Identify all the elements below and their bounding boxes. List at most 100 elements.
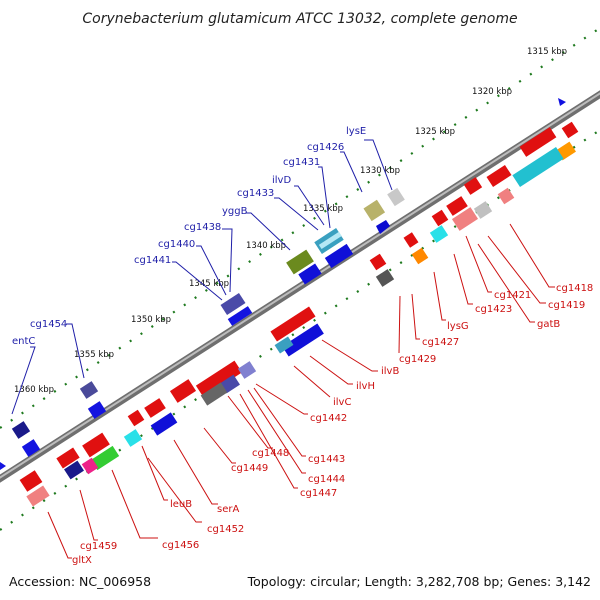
gene-arrow (270, 306, 316, 342)
gene-arrow (561, 121, 579, 139)
gene-box (363, 199, 386, 222)
tick-label: 1355 kbp (74, 350, 114, 360)
accession-text: Accession: NC_006958 (9, 574, 151, 589)
gene-box (497, 187, 515, 205)
gene-label: cg1449 (231, 463, 268, 474)
gene-arrow (56, 447, 80, 469)
gene-label: leuB (170, 499, 192, 510)
gene-label: cg1429 (399, 354, 436, 365)
gene-label: cg1431 (283, 157, 320, 168)
gene-label: cg1421 (494, 290, 531, 301)
gene-box (375, 269, 395, 287)
gene-label: cg1456 (162, 540, 199, 551)
tick-label: 1320 kbp (472, 87, 512, 97)
tick-label: 1350 kbp (131, 315, 171, 325)
gene-label: cg1447 (300, 488, 337, 499)
gene-box (26, 485, 50, 507)
gene-label: serA (217, 504, 239, 515)
tick-label: 1325 kbp (415, 127, 455, 137)
gene-label: cg1459 (80, 541, 117, 552)
gene-box (512, 146, 564, 188)
gene-box (90, 445, 120, 471)
tick-label: 1345 kbp (189, 279, 229, 289)
gene-arrow (369, 253, 387, 271)
tick-labels: 1315 kbp 1320 kbp 1325 kbp 1330 kbp 1335… (14, 47, 567, 395)
gene-arrow (0, 462, 6, 470)
gene-box (64, 460, 84, 480)
gene-box (220, 374, 240, 394)
tick-label: 1360 kbp (14, 385, 54, 395)
gene-label: ilvD (272, 175, 291, 186)
gene-label: entC (12, 336, 35, 347)
gene-label: cg1426 (307, 142, 344, 153)
gene-arrow (431, 209, 449, 227)
reverse-genes (19, 121, 579, 507)
genome-backbone (0, 90, 600, 483)
gene-box (81, 457, 99, 475)
gene-label: cg1452 (207, 524, 244, 535)
tick-label: 1340 kbp (246, 241, 286, 251)
gene-label: cg1427 (422, 337, 459, 348)
gene-label: cg1448 (252, 448, 289, 459)
gene-label: cg1454 (30, 319, 67, 330)
gene-label: cg1443 (308, 454, 345, 465)
gene-arrow (82, 432, 110, 458)
gene-label: gltX (72, 555, 92, 566)
gene-label: cg1438 (184, 222, 221, 233)
gene-arrow (127, 409, 145, 427)
gene-arrow (519, 127, 557, 157)
gene-box (282, 323, 324, 357)
gene-box (150, 412, 178, 436)
gene-label: cg1423 (475, 304, 512, 315)
forward-genes (0, 98, 566, 470)
gene-arrow (169, 379, 197, 403)
gene-arrow (486, 164, 512, 188)
gene-arrow (87, 401, 107, 419)
gene-arrow (324, 243, 354, 269)
gene-box (220, 292, 246, 316)
gene-box (79, 381, 99, 399)
gene-box (473, 201, 493, 219)
gene-arrow (558, 98, 566, 106)
tick-label: 1315 kbp (527, 47, 567, 57)
gene-label: ilvC (333, 397, 351, 408)
gene-arrow (195, 360, 243, 398)
gene-label: cg1441 (134, 255, 171, 266)
map-title: Corynebacterium glutamicum ATCC 13032, c… (82, 11, 517, 27)
gene-label: cg1440 (158, 239, 195, 250)
gene-label: yggB (222, 206, 248, 217)
gene-label: cg1444 (308, 474, 345, 485)
gene-label: cg1419 (548, 300, 585, 311)
gene-arrow (144, 398, 166, 418)
gene-label: cg1433 (237, 188, 274, 199)
gene-label: lysE (346, 126, 366, 137)
gene-box (387, 187, 405, 207)
gene-label: ilvB (381, 366, 399, 377)
gene-box (200, 382, 228, 406)
gene-arrow (376, 220, 390, 234)
gene-box (274, 336, 294, 354)
gene-box (237, 361, 257, 379)
tick-label: 1335 kbp (303, 204, 343, 214)
gene-label: cg1418 (556, 283, 593, 294)
gene-box (11, 421, 31, 439)
gene-arrow (446, 196, 468, 216)
gene-arrow (227, 306, 253, 326)
gene-arrow (403, 232, 419, 248)
gene-box (123, 429, 143, 447)
gene-box-highlight (318, 231, 342, 250)
gene-label: gatB (537, 319, 560, 330)
gene-box (429, 225, 449, 243)
gene-box (286, 249, 314, 275)
gene-arrow (298, 263, 322, 285)
gene-label: cg1442 (310, 413, 347, 424)
tick-label: 1330 kbp (360, 166, 400, 176)
gene-label: ilvH (356, 381, 375, 392)
gene-box (451, 207, 479, 231)
gene-label: lysG (447, 321, 469, 332)
gene-arrow (19, 470, 43, 492)
gene-arrow (463, 177, 483, 195)
gene-box (411, 247, 429, 265)
gene-arrow (21, 439, 41, 457)
